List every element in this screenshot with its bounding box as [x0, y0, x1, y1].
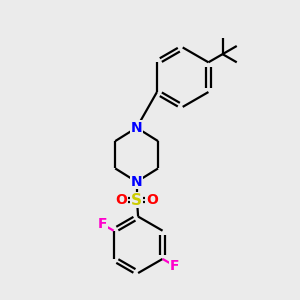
Text: F: F: [97, 217, 107, 231]
Text: F: F: [169, 259, 179, 273]
Text: S: S: [131, 193, 142, 208]
Text: O: O: [146, 193, 158, 207]
Text: N: N: [131, 175, 142, 189]
Text: O: O: [115, 193, 127, 207]
Text: N: N: [131, 121, 142, 135]
